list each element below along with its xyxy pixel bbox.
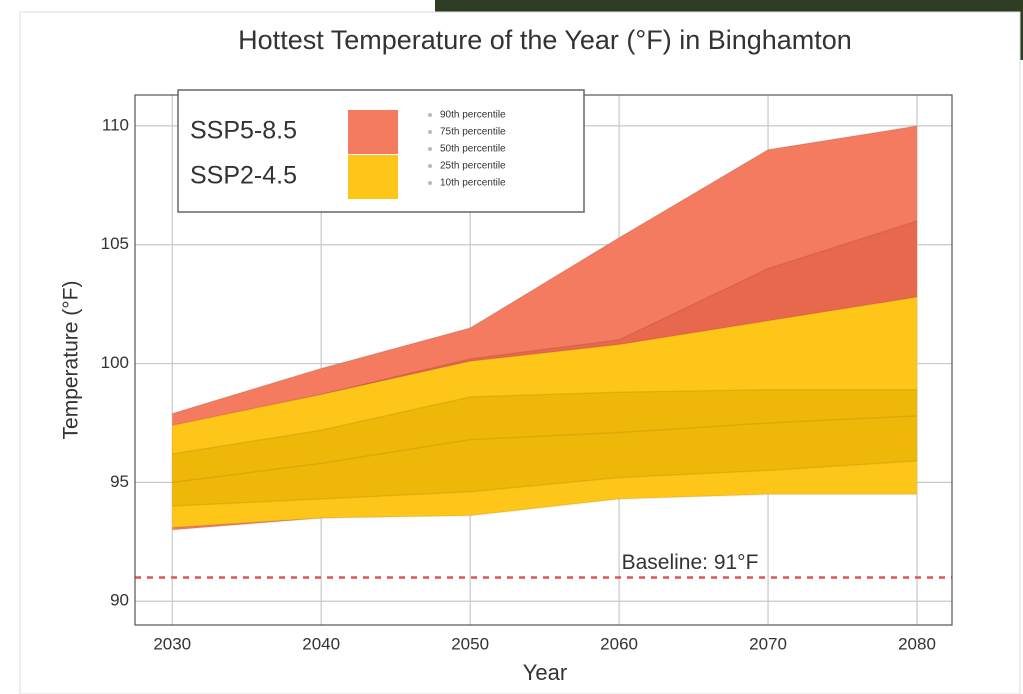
x-tick-label: 2050	[451, 634, 489, 653]
y-axis-label: Temperature (°F)	[60, 281, 83, 440]
legend-label: SSP5-8.5	[190, 117, 297, 145]
legend-swatch	[348, 155, 398, 199]
x-tick-label: 2030	[153, 634, 191, 653]
y-tick-label: 90	[110, 591, 129, 610]
x-tick-label: 2060	[600, 634, 638, 653]
chart-title: Hottest Temperature of the Year (°F) in …	[238, 25, 852, 55]
legend-percentile-label: 75th percentile	[440, 127, 506, 138]
x-tick-label: 2040	[302, 634, 340, 653]
legend-percentile-label: 50th percentile	[440, 144, 506, 155]
legend-percentile-label: 10th percentile	[440, 178, 506, 189]
y-tick-label: 100	[101, 353, 129, 372]
legend-label: SSP2-4.5	[190, 162, 297, 190]
legend-symbol	[428, 164, 432, 168]
x-axis-label: Year	[523, 660, 567, 685]
legend-percentile-label: 90th percentile	[440, 110, 506, 121]
legend-symbol	[428, 130, 432, 134]
legend-symbol	[428, 147, 432, 151]
legend-symbol	[428, 113, 432, 117]
chart: Baseline: 91°F 90 95 100 105 110 2030 2040 2050 2…	[0, 0, 1023, 694]
y-tick-label: 110	[102, 115, 129, 134]
y-tick-label: 105	[101, 234, 129, 253]
baseline-label: Baseline: 91°F	[622, 551, 759, 574]
x-tick-label: 2070	[749, 634, 787, 653]
legend-swatch	[348, 110, 398, 154]
legend-symbol	[428, 181, 432, 185]
y-tick-label: 95	[110, 472, 129, 491]
x-tick-label: 2080	[898, 634, 936, 653]
legend-percentile-label: 25th percentile	[440, 161, 506, 172]
